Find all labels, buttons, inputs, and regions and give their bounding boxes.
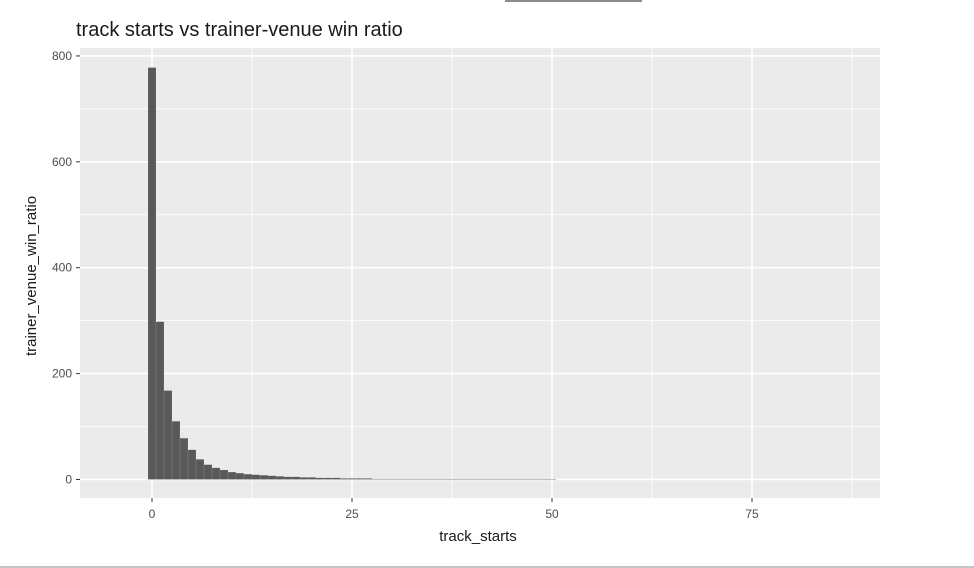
x-tick-label: 50	[545, 507, 559, 521]
y-tick-label: 200	[52, 367, 72, 381]
histogram-bar	[547, 478, 557, 480]
histogram-bar	[243, 474, 253, 480]
histogram-bar	[179, 438, 189, 480]
bars	[147, 67, 557, 480]
histogram-bar	[395, 478, 405, 480]
histogram-bar	[355, 478, 365, 480]
histogram-bar	[347, 478, 357, 480]
histogram-bar	[219, 469, 229, 480]
histogram-bar	[259, 475, 269, 480]
histogram-bar	[171, 421, 181, 480]
histogram-bar	[403, 478, 413, 480]
histogram-bar	[291, 476, 301, 480]
histogram-bar	[467, 478, 477, 480]
histogram-bar	[283, 476, 293, 480]
histogram-bar	[427, 478, 437, 480]
histogram-bar	[307, 477, 317, 480]
histogram-bar	[187, 449, 197, 480]
y-tick-label: 400	[52, 261, 72, 275]
y-tick-label: 0	[65, 472, 72, 486]
histogram-bar	[387, 478, 397, 480]
y-axis-title: trainer_venue_win_ratio	[23, 196, 40, 356]
histogram-bar	[227, 471, 237, 480]
histogram-bar	[163, 390, 173, 480]
histogram-bar	[235, 472, 245, 480]
histogram-bar	[443, 478, 453, 480]
histogram-bar	[371, 478, 381, 480]
y-tick-label: 800	[52, 49, 72, 63]
y-axis-ticks: 0 200 400 600 800	[52, 49, 80, 486]
x-tick-label: 0	[149, 507, 156, 521]
top-divider-line	[505, 0, 642, 2]
histogram-bar	[507, 478, 517, 480]
chart-title: track starts vs trainer-venue win ratio	[76, 19, 403, 41]
histogram-bar	[419, 478, 429, 480]
histogram-bar	[299, 477, 309, 480]
histogram-bar	[155, 321, 165, 480]
histogram-bar	[411, 478, 421, 480]
histogram-bar	[499, 478, 509, 480]
histogram-bar	[459, 478, 469, 480]
histogram-bar	[379, 478, 389, 480]
histogram-bar	[315, 477, 325, 480]
x-axis-ticks: 0 25 50 75	[149, 498, 759, 521]
histogram-bar	[339, 478, 349, 480]
histogram-bar	[323, 477, 333, 480]
plot-panel	[80, 48, 880, 498]
x-axis-title: track_starts	[439, 528, 517, 545]
bottom-divider-line	[0, 566, 974, 568]
histogram-bar	[475, 478, 485, 480]
y-tick-label: 600	[52, 155, 72, 169]
histogram-bar	[363, 478, 373, 480]
histogram-bar	[203, 464, 213, 480]
histogram-bar	[531, 478, 541, 480]
histogram-bar	[539, 478, 549, 480]
histogram-bar	[251, 474, 261, 480]
histogram-bar	[211, 467, 221, 480]
histogram-bar	[435, 478, 445, 480]
histogram-bar	[147, 67, 157, 480]
histogram-bar	[275, 476, 285, 480]
histogram-bar	[267, 475, 277, 480]
grid-minor-lines	[80, 48, 880, 498]
x-tick-label: 25	[345, 507, 359, 521]
histogram-bar	[451, 478, 461, 480]
histogram-bar	[483, 478, 493, 480]
histogram-bar	[331, 477, 341, 480]
histogram-bar	[515, 478, 525, 480]
x-tick-label: 75	[745, 507, 759, 521]
histogram-bar	[523, 478, 533, 480]
histogram-bar	[491, 478, 501, 480]
histogram-bar	[195, 459, 205, 480]
